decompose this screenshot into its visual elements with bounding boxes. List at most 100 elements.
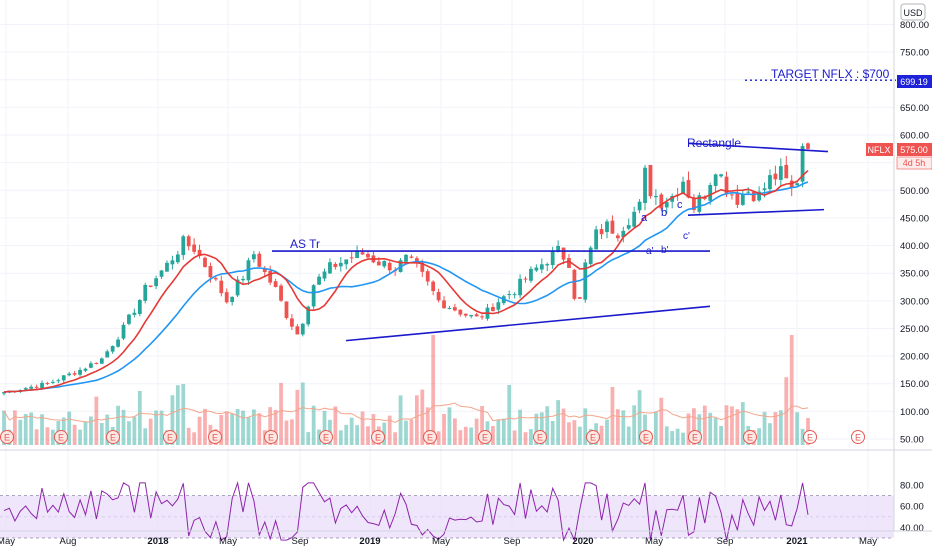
candle-body (806, 143, 810, 149)
candle-body (436, 291, 441, 301)
volume-bar (605, 419, 609, 445)
candle-body (442, 300, 446, 309)
time-tick-label: 2018 (147, 536, 168, 547)
earnings-label: E (268, 433, 274, 443)
candle-body (56, 380, 61, 382)
volume-bar (789, 335, 794, 445)
candle-body (414, 258, 419, 263)
volume-bar (708, 412, 713, 445)
candle-body (588, 247, 593, 265)
volume-bar (773, 412, 778, 445)
price-tick-label: 250.00 (900, 324, 929, 335)
volume-bar (29, 412, 34, 445)
volume-bar (577, 426, 582, 445)
candle-body (333, 263, 338, 268)
volume-bar (637, 390, 642, 445)
candle-body (355, 251, 359, 259)
volume-bar (697, 414, 702, 445)
candle-body (496, 302, 501, 310)
volume-bar (306, 432, 311, 445)
ticker-tag (866, 143, 893, 156)
candle-body (300, 323, 305, 335)
trendline-drawings[interactable] (272, 79, 896, 342)
volume-bar (447, 407, 452, 445)
candle-body (762, 188, 767, 191)
target-annotation: TARGET NFLX : $700 (771, 67, 890, 81)
volume-bar (387, 415, 392, 445)
volume-bar (159, 410, 164, 445)
rectangle-bottom-line (687, 208, 825, 216)
candle-body (322, 271, 327, 279)
candle-body (768, 175, 772, 190)
price-tick-label: 300.00 (900, 296, 929, 307)
earnings-icon (0, 430, 14, 444)
candle-body (257, 253, 262, 267)
volume-bar (219, 415, 224, 445)
candle-body (724, 176, 729, 195)
earnings-label: E (167, 433, 173, 443)
volume-bar (40, 414, 44, 445)
candle-body (349, 257, 354, 259)
price-tick-label: 100.00 (900, 407, 929, 418)
volume-bar (105, 414, 110, 445)
candle-body (692, 197, 696, 211)
earnings-label: E (482, 433, 488, 443)
candle-body (376, 261, 381, 266)
candle-body (730, 194, 734, 196)
candle-body (643, 167, 647, 204)
volume-bar (425, 407, 430, 445)
time-tick-label: 2019 (359, 536, 380, 547)
candle-body (447, 308, 452, 310)
candle-body (719, 174, 723, 177)
volume-bar (18, 419, 23, 445)
candle-body (605, 221, 609, 233)
volume-bar (670, 431, 675, 445)
earnings-icon (851, 430, 865, 444)
last-price-label: 575.00 (900, 145, 928, 155)
volume-bar (735, 409, 740, 445)
candle-body (599, 229, 604, 235)
volume-bar (349, 417, 354, 445)
candle-body (311, 285, 316, 307)
time-tick-label: May (432, 536, 450, 547)
volume-bar (127, 421, 131, 445)
candle-body (664, 202, 669, 208)
candle-body (230, 296, 235, 303)
volume-bar (632, 405, 637, 445)
time-axis[interactable]: May Aug 2018 May Sep 2019 May Sep 2020 May Sep 2021… (0, 530, 932, 547)
candle-body (241, 278, 245, 281)
volume-bar (545, 406, 550, 445)
volume-bar (137, 390, 142, 445)
volume-bar (556, 400, 560, 445)
volume-bar (99, 423, 104, 445)
candle-body (295, 326, 300, 335)
candle-body (453, 307, 457, 311)
support-trendline (345, 305, 711, 342)
earnings-icon (163, 430, 177, 444)
candle-body (197, 249, 202, 257)
volume-bar (246, 417, 251, 445)
volume-bar (322, 410, 327, 445)
volume-bar (116, 405, 120, 445)
volume-bar (518, 409, 522, 445)
earnings-icon (264, 430, 278, 444)
earnings-icon (208, 430, 222, 444)
candle-body (425, 271, 430, 282)
volume-bar (529, 429, 533, 445)
target-price-tag (897, 75, 932, 88)
candle-body (121, 324, 126, 339)
currency-button[interactable] (900, 3, 926, 21)
volume-bar (702, 405, 707, 445)
earnings-icon (478, 430, 492, 444)
volume-bar (67, 411, 72, 445)
volume-bar (404, 420, 408, 445)
price-tick-label: 350.00 (900, 269, 929, 280)
candle-body (366, 253, 370, 258)
candle-body (740, 194, 745, 205)
candle-body (583, 262, 588, 300)
volume-bar (469, 427, 474, 445)
wave-b2-label: b' (661, 245, 669, 256)
candle-body (387, 262, 392, 271)
volume-bar (626, 426, 631, 445)
